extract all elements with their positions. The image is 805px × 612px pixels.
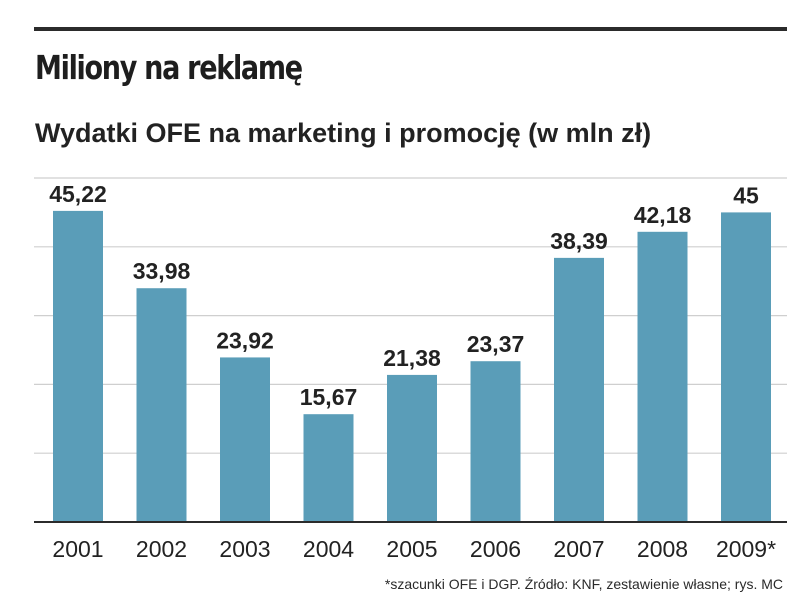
value-label: 33,98: [133, 258, 191, 284]
x-tick-label: 2007: [553, 536, 604, 562]
bar: [470, 361, 521, 522]
value-label: 23,92: [216, 327, 274, 353]
chart-title: Miliony na reklamę: [35, 48, 303, 87]
bar: [637, 231, 688, 522]
value-label: 21,38: [383, 345, 441, 371]
x-tick-label: 2004: [303, 536, 354, 562]
x-tick-label: 2001: [52, 536, 103, 562]
bar: [53, 210, 103, 522]
value-label: 45: [733, 182, 759, 208]
bar: [554, 257, 604, 522]
bar: [721, 212, 771, 522]
x-tick-label: 2003: [219, 536, 270, 562]
top-rule: [34, 27, 787, 31]
bar: [387, 374, 437, 522]
bar: [303, 414, 354, 522]
x-tick-label: 2002: [136, 536, 187, 562]
x-tick-label: 2008: [637, 536, 688, 562]
x-tick-label: 2006: [470, 536, 521, 562]
value-label: 38,39: [550, 228, 608, 254]
x-tick-label: 2009*: [716, 536, 776, 562]
bar: [136, 288, 187, 522]
x-tick-label: 2005: [386, 536, 437, 562]
value-label: 45,22: [49, 181, 107, 207]
value-label: 23,37: [467, 331, 525, 357]
value-label: 15,67: [300, 384, 358, 410]
value-label: 42,18: [634, 202, 692, 228]
bar: [220, 357, 270, 522]
source-footnote: *szacunki OFE i DGP. Źródło: KNF, zestaw…: [384, 576, 783, 592]
chart-subtitle: Wydatki OFE na marketing i promocję (w m…: [35, 118, 652, 148]
